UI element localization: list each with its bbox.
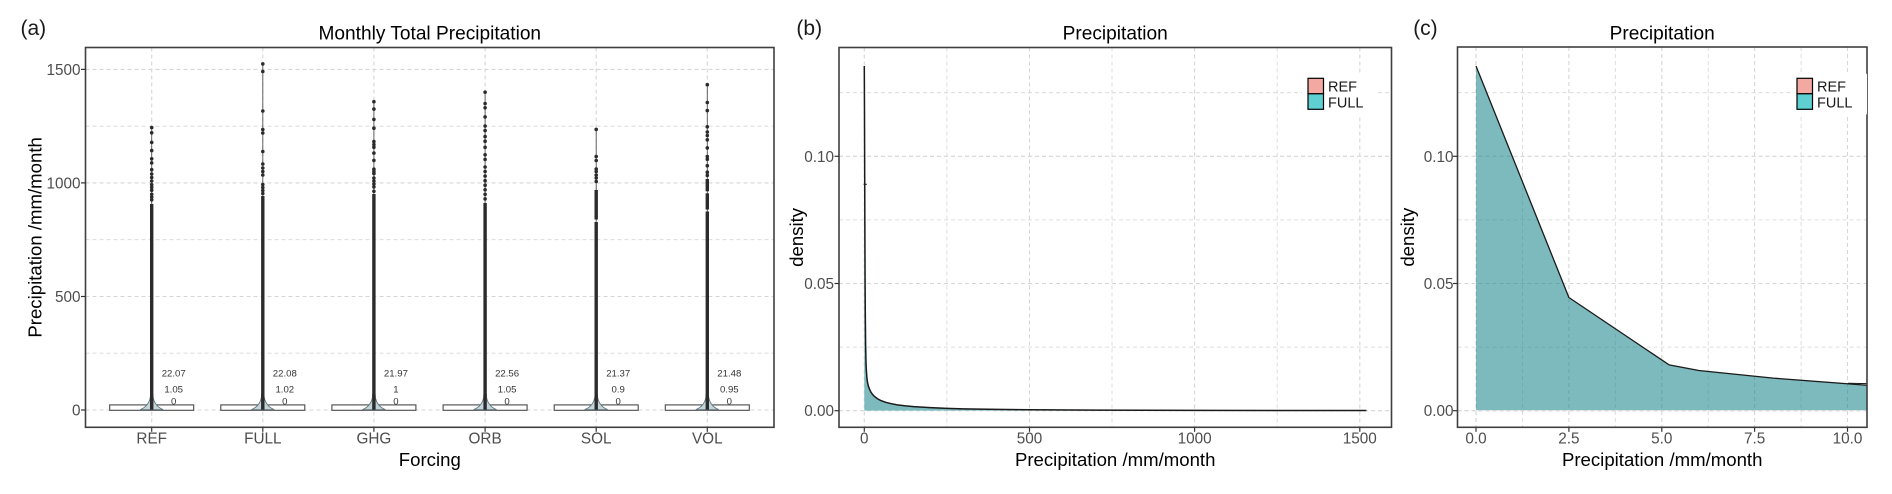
svg-text:21.97: 21.97: [384, 369, 408, 380]
svg-text:(b): (b): [796, 17, 822, 40]
svg-text:density: density: [1397, 207, 1418, 267]
svg-text:0.05: 0.05: [804, 276, 834, 293]
svg-text:0.10: 0.10: [1424, 149, 1454, 166]
svg-text:0: 0: [171, 396, 176, 407]
svg-text:0.00: 0.00: [804, 403, 834, 420]
svg-text:0: 0: [616, 396, 621, 407]
svg-text:10.0: 10.0: [1833, 431, 1863, 448]
svg-text:0: 0: [727, 396, 732, 407]
svg-text:7.5: 7.5: [1744, 431, 1765, 448]
svg-text:0: 0: [393, 396, 398, 407]
svg-text:500: 500: [1017, 431, 1043, 448]
svg-text:REF: REF: [1817, 79, 1846, 95]
svg-text:0.9: 0.9: [612, 385, 625, 396]
svg-text:21.48: 21.48: [717, 369, 741, 380]
svg-text:0.10: 0.10: [804, 149, 834, 166]
svg-text:1500: 1500: [46, 62, 80, 79]
svg-text:Monthly Total Precipitation: Monthly Total Precipitation: [319, 24, 542, 45]
svg-text:1: 1: [393, 385, 398, 396]
svg-text:2.5: 2.5: [1558, 431, 1579, 448]
svg-text:0: 0: [504, 396, 509, 407]
svg-text:1.05: 1.05: [498, 385, 517, 396]
svg-text:1500: 1500: [1343, 431, 1377, 448]
svg-text:GHG: GHG: [356, 431, 391, 448]
svg-text:Precipitation: Precipitation: [1610, 24, 1715, 45]
svg-text:(c): (c): [1413, 17, 1438, 40]
svg-text:VOL: VOL: [692, 431, 723, 448]
svg-text:SOL: SOL: [581, 431, 612, 448]
svg-text:Precipitation /mm/month: Precipitation /mm/month: [1562, 449, 1762, 470]
svg-text:FULL: FULL: [1328, 95, 1363, 111]
svg-text:0: 0: [282, 396, 287, 407]
svg-text:0.05: 0.05: [1424, 276, 1454, 293]
svg-text:5.0: 5.0: [1651, 431, 1672, 448]
svg-text:22.08: 22.08: [273, 369, 297, 380]
svg-text:Precipitation: Precipitation: [1063, 24, 1168, 45]
svg-text:FULL: FULL: [1817, 95, 1852, 111]
svg-text:21.37: 21.37: [606, 369, 630, 380]
svg-text:(a): (a): [21, 17, 47, 40]
svg-text:0.0: 0.0: [1465, 431, 1486, 448]
svg-text:ORB: ORB: [469, 431, 502, 448]
svg-text:REF: REF: [136, 431, 167, 448]
svg-text:0.95: 0.95: [720, 385, 739, 396]
svg-text:500: 500: [55, 289, 81, 306]
svg-text:REF: REF: [1328, 79, 1357, 95]
svg-text:FULL: FULL: [244, 431, 281, 448]
svg-text:Precipitation /mm/month: Precipitation /mm/month: [25, 137, 46, 337]
svg-text:1.05: 1.05: [164, 385, 183, 396]
svg-text:Forcing: Forcing: [399, 449, 461, 470]
svg-text:1000: 1000: [46, 175, 80, 192]
svg-text:1.02: 1.02: [275, 385, 294, 396]
svg-text:density: density: [786, 207, 807, 267]
svg-text:0: 0: [860, 431, 869, 448]
svg-text:0: 0: [72, 403, 81, 420]
svg-text:0.00: 0.00: [1424, 403, 1454, 420]
svg-text:22.56: 22.56: [495, 369, 519, 380]
svg-text:1000: 1000: [1178, 431, 1212, 448]
svg-text:Precipitation /mm/month: Precipitation /mm/month: [1015, 449, 1215, 470]
svg-text:22.07: 22.07: [162, 369, 186, 380]
